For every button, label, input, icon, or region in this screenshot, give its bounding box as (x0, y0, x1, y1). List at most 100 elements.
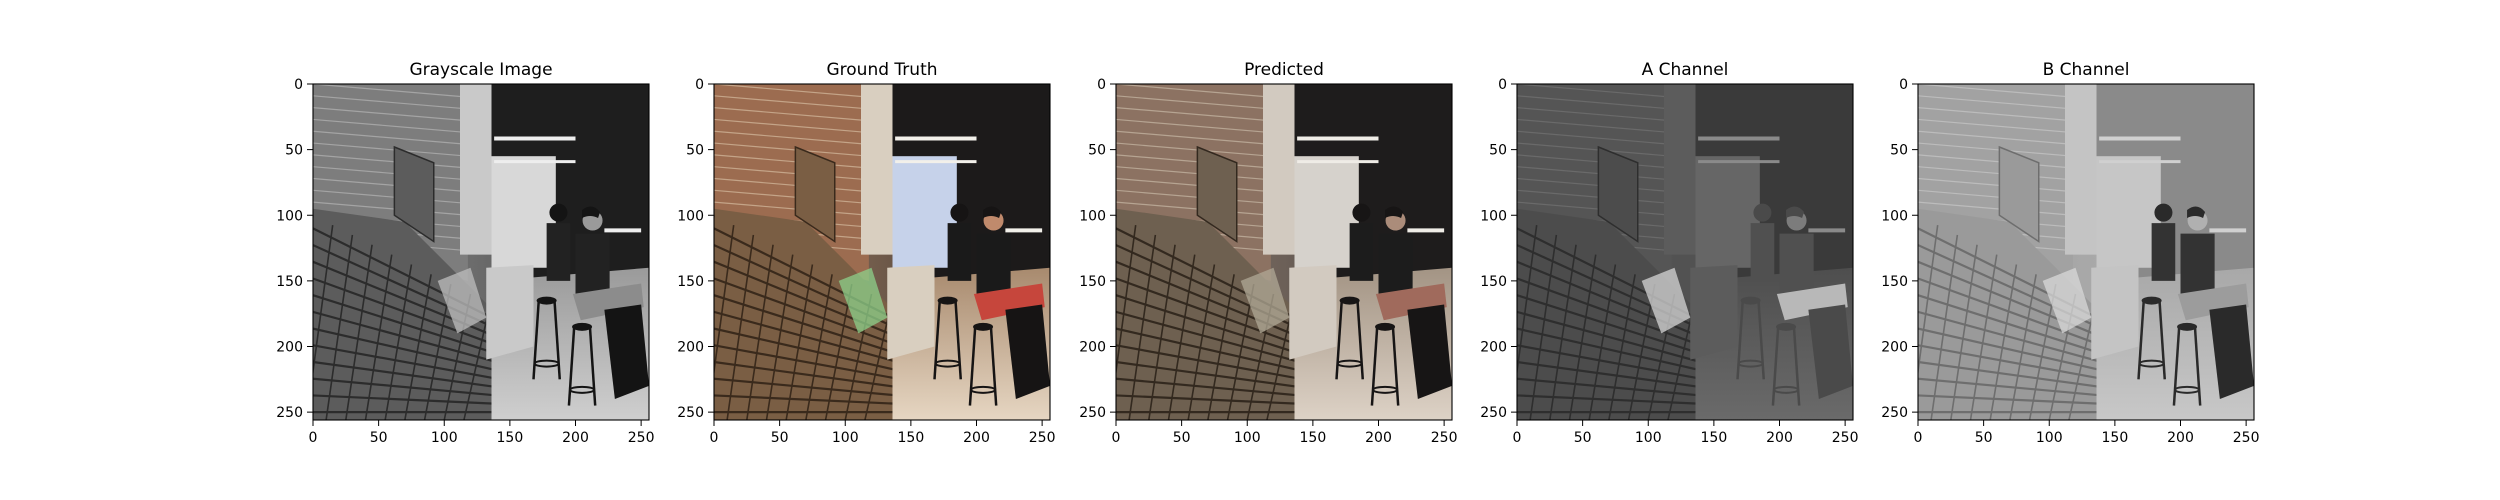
image-content (1918, 84, 2254, 420)
x-tick-label: 0 (1914, 430, 1923, 446)
back-window (491, 156, 556, 268)
y-tick-label: 100 (1480, 208, 1507, 224)
cabinet-rail (313, 360, 497, 389)
y-tick-label: 200 (677, 340, 704, 356)
highlight-patch (2042, 267, 2092, 334)
y-tick-label: 50 (1890, 143, 1908, 159)
x-tick-label: 250 (1029, 430, 1056, 446)
y-tick-label: 0 (1899, 77, 1908, 93)
y-tick-label: 250 (1480, 405, 1507, 421)
ceiling-lamp (1297, 136, 1379, 141)
brick-course (1116, 189, 1271, 205)
ceiling-lamp (1698, 160, 1780, 164)
cabinet-rail (313, 344, 497, 380)
cabinet-divider (785, 264, 814, 420)
cabinet-divider (864, 303, 892, 420)
ceiling-lamp (494, 160, 576, 164)
brick-course (1918, 166, 2073, 181)
bag (1808, 304, 1853, 399)
brick-course (1116, 95, 1271, 110)
brick-course (1116, 166, 1271, 181)
cabinet-divider (1207, 274, 1235, 420)
subplot-3: Predicted 0 50 100 150 200 250 0 50 100 150 200 250 (1079, 60, 1457, 446)
cabinet-rail (1918, 327, 2102, 372)
brick-course (313, 189, 468, 205)
cabinet-divider (746, 244, 774, 420)
stool-leg (1335, 300, 1343, 380)
brick-course (714, 84, 869, 98)
brick-course (1918, 189, 2073, 205)
x-tick-label: 50 (370, 430, 388, 446)
y-tick-label: 50 (1489, 143, 1507, 159)
wall-drawers (393, 145, 435, 243)
y-tick-label: 200 (276, 340, 303, 356)
stool-ring (1773, 385, 1800, 394)
person-torso (976, 233, 1011, 294)
person-torso (575, 233, 610, 294)
back-window (1294, 156, 1359, 268)
person-torso (2180, 233, 2215, 294)
subplot-title: A Channel (1642, 60, 1729, 80)
cabinet-divider (726, 234, 755, 420)
cabinet-rail (714, 360, 898, 389)
brick-course (313, 107, 468, 122)
ceiling-lamp (1297, 160, 1379, 164)
y-tick-label: 250 (1881, 405, 1908, 421)
image-content (1116, 84, 1452, 420)
stool-leg (532, 300, 540, 380)
stool-leg (1736, 300, 1744, 380)
stool-leg (968, 326, 977, 406)
workbench (887, 265, 935, 360)
x-tick-label: 200 (963, 430, 990, 446)
cabinet-rail (1517, 277, 1702, 347)
y-tick-label: 200 (1480, 340, 1507, 356)
y-tick-label: 250 (276, 405, 303, 421)
brick-course (1517, 107, 1672, 122)
bag (1005, 304, 1050, 399)
cabinet-divider (714, 215, 715, 222)
back-window (1695, 156, 1760, 268)
cabinet-divider (1568, 254, 1597, 420)
axes-frame (1917, 83, 2255, 421)
brick-course (313, 154, 468, 169)
pillar (2065, 84, 2097, 255)
bag (604, 304, 649, 399)
cabinet-divider (1627, 284, 1656, 420)
y-tick-label: 200 (1079, 340, 1106, 356)
cabinet-divider (1266, 303, 1294, 420)
x-tick-label: 100 (1635, 430, 1662, 446)
subplot-title: Grayscale Image (409, 60, 552, 80)
stool-ring (934, 359, 961, 368)
cabinet-rail (313, 310, 498, 364)
cabinet-rail (313, 277, 498, 347)
cabinet-divider (1148, 244, 1176, 420)
x-tick-label: 250 (628, 430, 655, 446)
person-torso (1378, 233, 1413, 294)
brick-course (1116, 118, 1271, 134)
person-head (950, 203, 969, 222)
cabinet-divider (1969, 254, 1998, 420)
stool-leg (989, 326, 998, 406)
highlight-patch (1240, 267, 1290, 334)
cabinet-divider (1549, 244, 1577, 420)
brick-course (313, 118, 468, 134)
cabinet-divider (1930, 234, 1959, 420)
person-torso (1349, 223, 1374, 281)
stool-seat (973, 322, 994, 331)
wall-drawers (1998, 145, 2040, 243)
stool-seat (1740, 296, 1761, 305)
brick-course (1918, 95, 2073, 110)
x-tick-label: 150 (497, 430, 524, 446)
stool-leg (933, 300, 941, 380)
axes-frame (1516, 83, 1854, 421)
x-tick-label: 250 (1832, 430, 1859, 446)
cabinet-divider (345, 244, 373, 420)
cabinet-rail (1116, 344, 1300, 380)
y-tick-label: 50 (1088, 143, 1106, 159)
subplot-5: B Channel 0 50 100 150 200 250 0 50 100 150 200 250 (1881, 60, 2259, 446)
axes-frame (312, 83, 650, 421)
cabinet-rail (1116, 394, 1300, 405)
cabinet-rail (714, 294, 899, 355)
cabinet-rail (1918, 310, 2103, 364)
